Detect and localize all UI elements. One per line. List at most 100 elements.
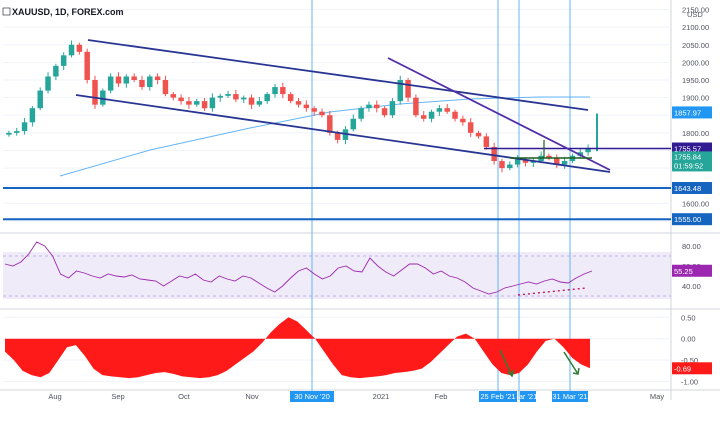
last-price-badge: 1755.84 (674, 152, 701, 161)
arrow-head (572, 367, 580, 375)
candle-body (68, 44, 75, 56)
candle-body (358, 108, 364, 119)
rsi-value-badge: 55.25 (674, 267, 693, 276)
date-highlight-label: ar '21 (519, 392, 538, 401)
candle-body (327, 115, 333, 133)
price-tick-label: 1600.00 (682, 199, 709, 208)
candle-body (554, 157, 560, 165)
oscillator-area (5, 317, 590, 379)
date-label: Feb (435, 392, 448, 401)
price-level-badge-bg (672, 213, 712, 226)
candle-body (272, 87, 278, 95)
price-level-badge: 1555.00 (674, 215, 701, 224)
last-price-bg (672, 151, 712, 172)
candle-body (467, 122, 474, 133)
price-tick-label: 2150.00 (682, 6, 709, 15)
osc-tick-label: -0.50 (681, 356, 698, 365)
moving-average-line (59, 96, 590, 177)
osc-tick-label: 0.50 (681, 313, 696, 322)
candle-body (514, 159, 521, 165)
candle-body (428, 111, 435, 119)
date-highlight-bg (479, 391, 517, 402)
candle-body (381, 108, 388, 116)
candle-body (264, 94, 270, 102)
candle-body (6, 132, 12, 135)
rsi-tick-label: 80.00 (682, 242, 701, 251)
candle-body (147, 76, 153, 88)
currency-label: USD (687, 10, 703, 19)
chart-title: XAUUSD, 1D, FOREX.com (12, 7, 124, 17)
candle-body (45, 76, 51, 91)
osc-value-badge-bg (672, 362, 712, 375)
date-highlight-label: 25 Feb '21 (480, 392, 515, 401)
candle-body (295, 101, 302, 105)
price-tick-label: 1900.00 (682, 94, 709, 103)
candle-body (507, 164, 513, 169)
candle-body (154, 76, 161, 80)
candle-body (21, 122, 28, 132)
date-highlight-bg (290, 391, 334, 402)
down-arrow (499, 349, 513, 377)
price-tick-label: 2100.00 (682, 23, 709, 32)
candle-body (240, 97, 247, 100)
candle-body (499, 161, 505, 169)
candle-body (397, 80, 403, 102)
candle-body (92, 80, 98, 105)
candle-body (233, 94, 239, 100)
date-label: Aug (48, 392, 61, 401)
candle-body (201, 101, 208, 109)
date-label: May (650, 392, 664, 401)
candle-body (256, 101, 263, 105)
candle-body (280, 87, 286, 95)
arrow-head (507, 369, 515, 378)
date-label: Nov (245, 392, 259, 401)
candle-body (420, 115, 427, 119)
channel-lower-line (75, 94, 611, 173)
candle-body (436, 108, 443, 112)
candle-body (115, 76, 122, 84)
candle-body (248, 97, 255, 105)
candle-body (29, 108, 36, 123)
countdown-badge: 01:59:52 (674, 161, 703, 170)
candle-body (139, 80, 145, 88)
candle-body (186, 101, 192, 105)
price-level-badge: 1755.57 (674, 145, 701, 154)
candle-body (389, 101, 396, 116)
candle-body (561, 161, 568, 165)
descending-trend-line (387, 57, 611, 171)
date-highlight-label: 31 Mar '21 (552, 392, 587, 401)
candle-body (374, 104, 380, 109)
candle-body (60, 55, 67, 66)
date-highlight-bg (552, 391, 588, 402)
osc-tick-label: -1.00 (681, 378, 698, 387)
channel-upper-line (87, 39, 589, 111)
candle-body (334, 132, 341, 140)
candle-body (170, 94, 177, 98)
candle-body (483, 136, 490, 147)
price-tick-label: 2000.00 (682, 58, 709, 67)
candle-body (366, 104, 372, 109)
price-level-badge: 1857.97 (674, 108, 701, 117)
price-tick-label: 1950.00 (682, 76, 709, 85)
price-level-badge: 1643.48 (674, 184, 701, 193)
rsi-divergence-line (517, 287, 587, 296)
candle-body (107, 76, 114, 91)
price-tick-label: 2050.00 (682, 41, 709, 50)
candle-body (209, 97, 216, 109)
date-label: 2021 (373, 392, 390, 401)
candle-body (546, 155, 552, 158)
candle-body (131, 76, 137, 80)
candle-body (475, 132, 482, 137)
rsi-band (3, 252, 671, 299)
candle-body (76, 44, 83, 52)
rsi-tick-label: 40.00 (682, 282, 701, 291)
osc-tick-label: 0.00 (681, 335, 696, 344)
candle-body (311, 108, 317, 112)
date-label: Oct (178, 392, 191, 401)
candle-body (460, 118, 466, 123)
candle-body (14, 131, 20, 133)
candle-body (178, 97, 184, 102)
candle-body (84, 51, 90, 80)
